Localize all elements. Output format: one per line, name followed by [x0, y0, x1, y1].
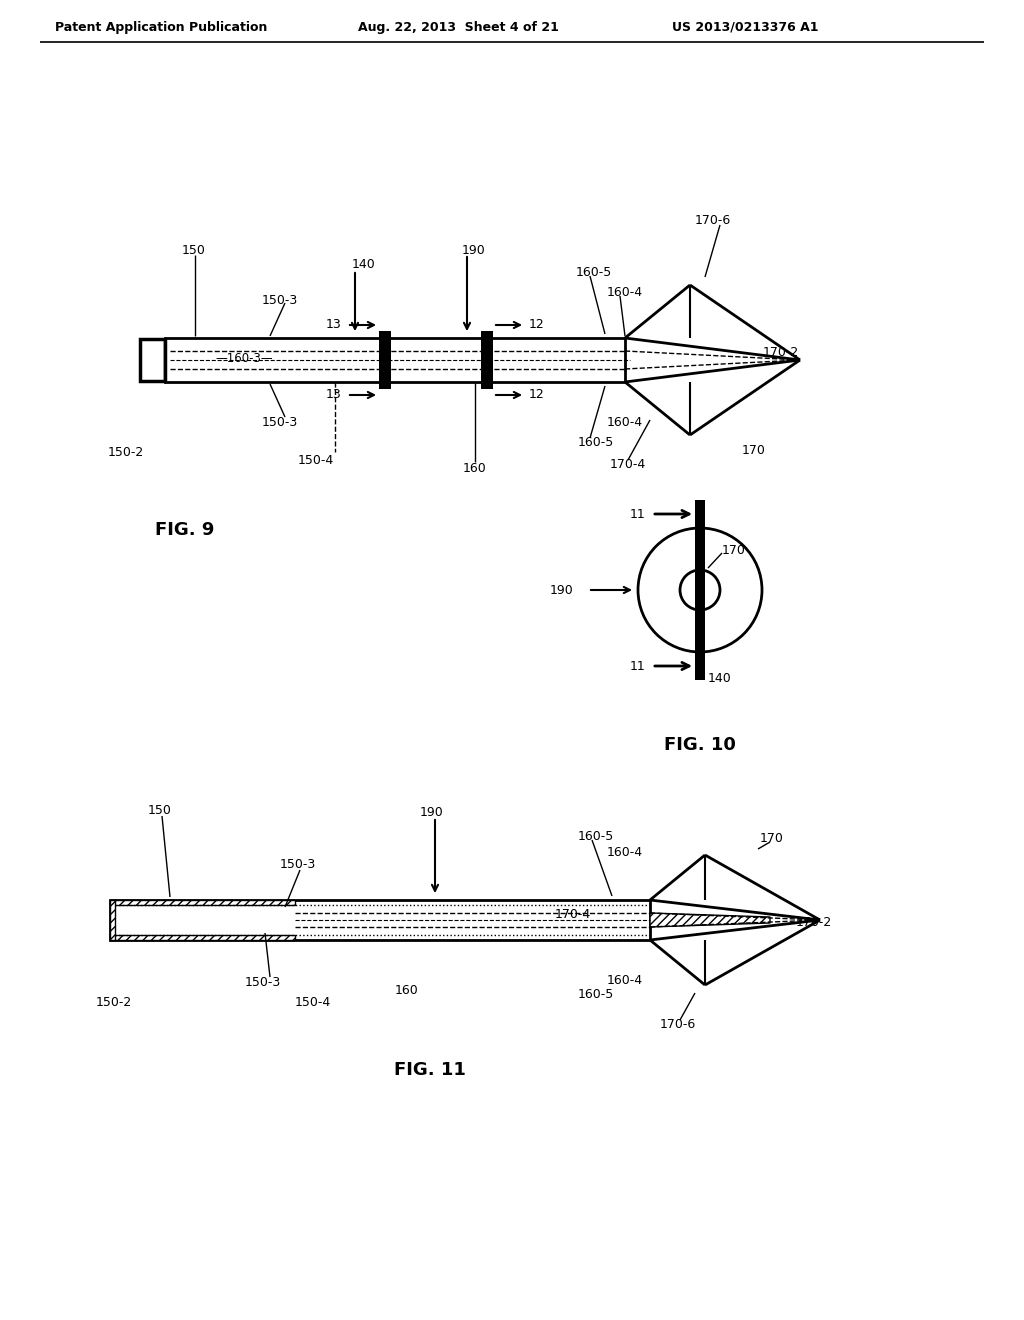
Text: 150-3: 150-3: [262, 416, 298, 429]
Text: 13: 13: [326, 318, 341, 331]
Bar: [110, 900, 115, 940]
Bar: [110, 900, 650, 940]
Bar: [165, 338, 625, 381]
Text: 170: 170: [742, 444, 766, 457]
Text: 160: 160: [463, 462, 486, 474]
Text: Patent Application Publication: Patent Application Publication: [55, 21, 267, 33]
Text: 150-3: 150-3: [245, 975, 282, 989]
Text: 170-6: 170-6: [660, 1019, 696, 1031]
Text: FIG. 11: FIG. 11: [394, 1061, 466, 1078]
Circle shape: [696, 586, 703, 594]
Text: 150: 150: [148, 804, 172, 817]
Bar: [110, 900, 295, 906]
Text: 140: 140: [352, 259, 376, 272]
Text: 150-3: 150-3: [262, 293, 298, 306]
Text: 170-6: 170-6: [695, 214, 731, 227]
Text: 160-5: 160-5: [578, 436, 614, 449]
Text: 190: 190: [550, 583, 573, 597]
Text: 150-4: 150-4: [298, 454, 334, 466]
Text: FIG. 9: FIG. 9: [155, 521, 214, 539]
Text: 160-5: 160-5: [578, 989, 614, 1002]
Text: FIG. 10: FIG. 10: [664, 737, 736, 754]
Text: Aug. 22, 2013  Sheet 4 of 21: Aug. 22, 2013 Sheet 4 of 21: [358, 21, 559, 33]
Text: 150-2: 150-2: [108, 446, 144, 458]
Bar: [379, 331, 391, 389]
Text: 170-2: 170-2: [763, 346, 800, 359]
Text: 13: 13: [326, 388, 341, 401]
Text: 170-4: 170-4: [555, 908, 591, 921]
Text: US 2013/0213376 A1: US 2013/0213376 A1: [672, 21, 818, 33]
Text: 12: 12: [529, 318, 545, 331]
Text: 160: 160: [395, 983, 419, 997]
Text: 190: 190: [462, 243, 485, 256]
Text: 160-4: 160-4: [607, 846, 643, 858]
Text: 160-5: 160-5: [575, 265, 612, 279]
Text: 150-3: 150-3: [280, 858, 316, 871]
Text: 150: 150: [182, 243, 206, 256]
Text: 12: 12: [529, 388, 545, 401]
Text: 160-4: 160-4: [607, 974, 643, 986]
Text: 170: 170: [760, 832, 784, 845]
Bar: [695, 500, 705, 680]
Bar: [481, 331, 493, 389]
Text: 170-2: 170-2: [796, 916, 833, 928]
Text: 11: 11: [630, 660, 645, 672]
Text: 150-4: 150-4: [295, 995, 331, 1008]
Text: —160-3—: —160-3—: [215, 352, 272, 366]
Text: 170-4: 170-4: [610, 458, 646, 471]
Text: 160-4: 160-4: [607, 416, 643, 429]
Text: 11: 11: [630, 507, 645, 520]
Text: 150-2: 150-2: [96, 995, 132, 1008]
Text: 190: 190: [420, 805, 443, 818]
Text: 170: 170: [722, 544, 745, 557]
Text: 160-4: 160-4: [607, 285, 643, 298]
Text: 140: 140: [708, 672, 732, 685]
Bar: [110, 935, 295, 940]
Polygon shape: [650, 913, 770, 927]
Bar: [140, 339, 165, 381]
Text: 160-5: 160-5: [578, 829, 614, 842]
